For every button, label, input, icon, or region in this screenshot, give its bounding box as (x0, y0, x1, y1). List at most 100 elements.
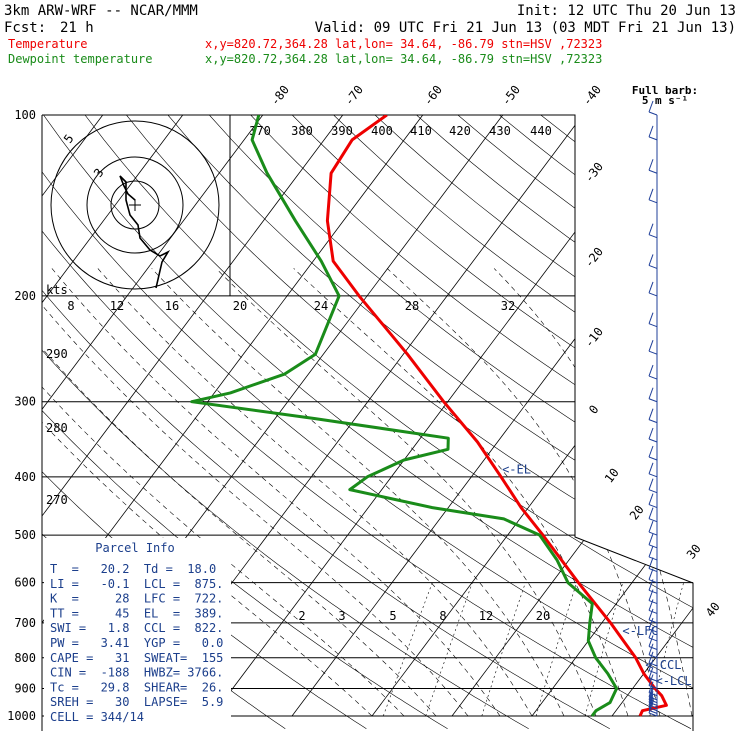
parcel-row: K = 28 LFC = 722. (50, 592, 223, 606)
wind-barb-staff (648, 589, 658, 594)
wind-barb-staff (648, 707, 658, 712)
isotherm-label: -30 (582, 160, 606, 186)
speed-tick-label: 32 (501, 299, 515, 313)
dry-adiabat (42, 115, 610, 729)
wind-barb-staff (648, 398, 658, 403)
wind-barb-staff (648, 136, 658, 141)
level-marker-label: <-CCL (645, 658, 681, 672)
pressure-tick-label: 200 (14, 289, 36, 303)
speed-tick-label: 16 (165, 299, 179, 313)
wind-barb-flag (648, 533, 654, 545)
wind-barb-flag (648, 100, 654, 113)
dry-adiabat (167, 115, 693, 729)
wind-barb-staff (648, 323, 658, 328)
mixing-ratio-label: 12 (479, 609, 493, 623)
wind-barb-flag (648, 643, 654, 655)
isotherm-line (531, 115, 693, 717)
wind-barb-flag (648, 223, 654, 235)
wind-barb-flag (648, 159, 654, 171)
dry-adiabat (333, 115, 693, 729)
mixing-ratio-label: 5 (389, 609, 396, 623)
isotherm-label: -20 (582, 245, 606, 271)
dry-adiabat (42, 115, 693, 729)
temperature-location-info: x,y=820.72,364.28 lat,lon= 34.64, -86.79… (205, 37, 602, 51)
wind-barb-flag (648, 493, 654, 505)
mixing-ratio-label: 8 (439, 609, 446, 623)
moist-adiabat (42, 268, 437, 717)
isotherm-label: -70 (342, 83, 366, 109)
wind-barb-staff (648, 264, 658, 269)
parcel-row: TT = 45 EL = 389. (50, 606, 223, 620)
wind-barb-flag (648, 617, 654, 630)
parcel-row: Tc = 29.8 SHEAR= 26. (50, 680, 223, 694)
pressure-tick-label: 600 (14, 576, 36, 590)
dewpoint-legend: Dewpoint temperature (8, 52, 153, 66)
wind-barb-staff (648, 544, 658, 549)
wind-barb-staff (648, 677, 658, 682)
pressure-tick-label: 900 (14, 681, 36, 695)
parcel-row: CIN = -188 HWBZ= 3766. (50, 666, 223, 680)
wind-barb-flag (648, 188, 654, 200)
isotherm-line (42, 115, 264, 717)
wind-barb-flag (648, 364, 654, 377)
wind-barb-staff (648, 609, 658, 614)
wind-barb-flag (648, 478, 654, 490)
wind-barb-flag (648, 445, 654, 458)
wind-barb-staff (648, 699, 658, 704)
moist-adiabat (42, 268, 373, 717)
theta-label: 430 (489, 124, 511, 138)
hodograph-trace (119, 175, 171, 289)
moist-adiabat (42, 268, 405, 717)
hodo-ring (50, 120, 220, 290)
mixing-ratio-label: 2 (298, 609, 305, 623)
temperature-legend: Temperature (8, 37, 87, 51)
wind-barb-flag (648, 125, 654, 138)
speed-tick-label: 8 (67, 299, 74, 313)
wind-barb-flag (648, 635, 654, 647)
hodo-ring-label: 5 (61, 132, 77, 146)
speed-tick-label: 20 (233, 299, 247, 313)
wind-barb-staff (648, 637, 658, 642)
plot-frame (41, 114, 694, 731)
theta-left-label: 290 (46, 347, 68, 361)
isotherm-line (691, 115, 693, 717)
wind-barb-flag (648, 659, 654, 671)
wind-barb-flag (648, 685, 654, 698)
isotherm-label: -50 (499, 83, 523, 109)
parcel-title: Parcel Info (95, 541, 174, 555)
dewpoint-profile (190, 115, 619, 717)
moist-adiabat (151, 268, 565, 717)
isotherm-label: 10 (602, 466, 622, 486)
dry-adiabat (250, 115, 693, 729)
model-title: 3km ARW-WRF -- NCAR/MMM (4, 3, 198, 19)
theta-label: 380 (291, 124, 313, 138)
dry-adiabat (374, 115, 693, 729)
parcel-info-box: Parcel Info T = 20.2 Td = 18.0LI = -0.1 … (44, 538, 231, 731)
moist-adiabat (493, 268, 693, 717)
moist-adiabat (293, 268, 629, 717)
wind-barb-staff (648, 556, 658, 561)
wind-barb-staff (648, 438, 658, 443)
dry-adiabat (42, 115, 529, 729)
wind-barb-staff (648, 579, 658, 584)
parcel-row: PW = 3.41 YGP = 0.0 (50, 636, 223, 650)
wind-barb-flag (648, 462, 654, 475)
isotherm-label: -40 (580, 83, 604, 109)
pressure-tick-label: 700 (14, 616, 36, 630)
moist-adiabat (215, 268, 597, 717)
parcel-row: SREH = 30 LAPSE= 5.9 (50, 695, 223, 709)
wind-barb-flag (648, 666, 654, 679)
parcel-row: CELL = 344/14 (50, 710, 144, 724)
isotherm-label: -10 (582, 325, 606, 351)
mixing-ratio-label: 20 (536, 609, 550, 623)
wind-barb-staff (648, 628, 658, 633)
wind-barb-staff (648, 646, 658, 650)
wind-barb-staff (648, 692, 658, 697)
wind-barb-flag (648, 254, 654, 266)
dry-adiabat (43, 115, 693, 729)
wind-barb-staff (648, 531, 658, 536)
dry-adiabat (582, 115, 693, 729)
wind-barbs (648, 100, 658, 717)
wind-barb-flag (648, 688, 654, 700)
parcel-box-bg (44, 538, 231, 731)
